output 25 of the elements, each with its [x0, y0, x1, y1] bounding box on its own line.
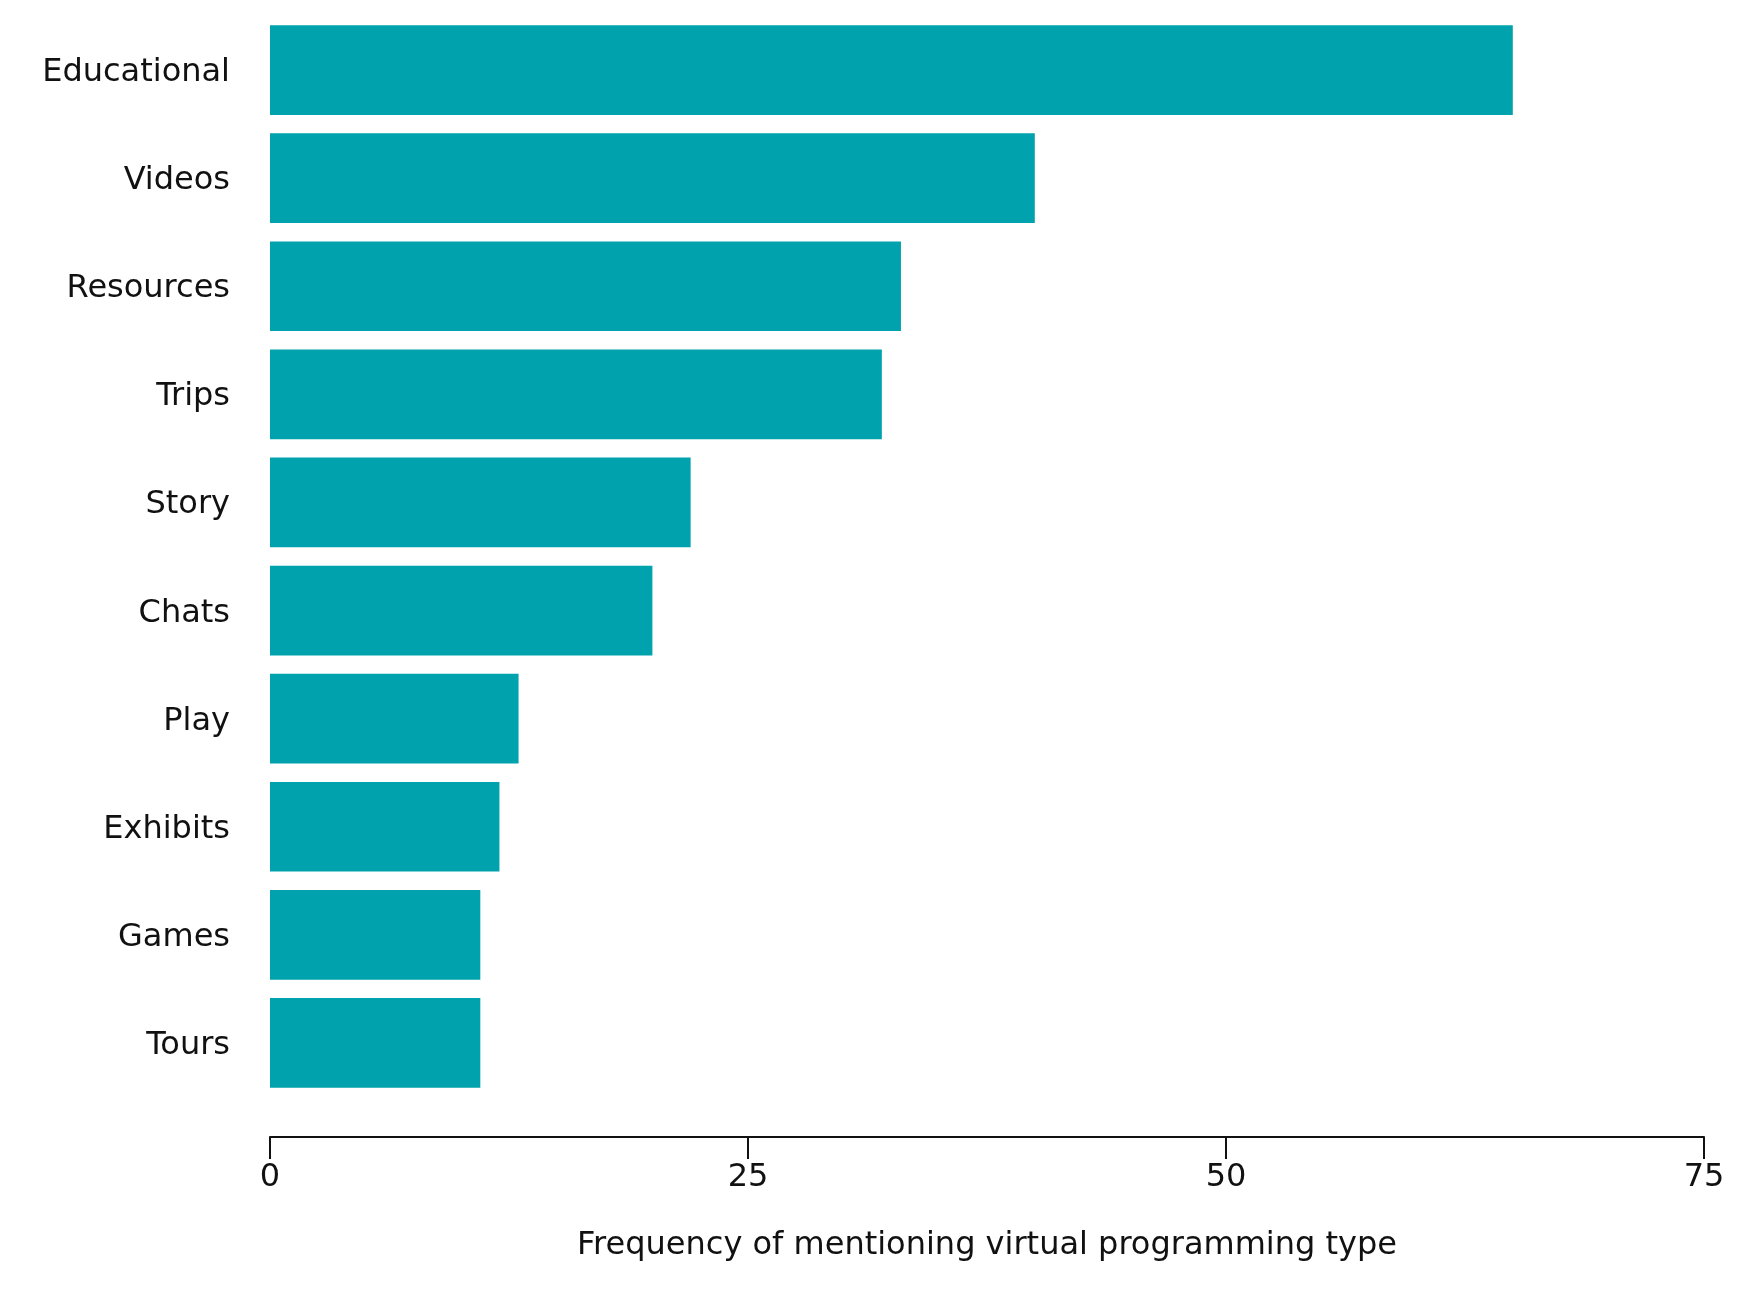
y-tick-label: Tours — [145, 1023, 230, 1062]
y-tick-label: Videos — [123, 159, 230, 198]
bar — [270, 781, 500, 872]
y-tick-label: Trips — [155, 375, 230, 414]
x-tick-label: 0 — [259, 1156, 281, 1194]
y-tick-label: Play — [163, 699, 230, 738]
bar — [270, 349, 882, 440]
x-tick-label: 25 — [727, 1156, 769, 1194]
bar — [270, 457, 691, 548]
y-tick-label: Exhibits — [103, 807, 230, 846]
x-tick-label: 50 — [1205, 1156, 1247, 1194]
y-tick-label: Chats — [138, 591, 230, 630]
bar — [270, 25, 1513, 115]
bar — [270, 998, 481, 1088]
bar — [270, 565, 653, 656]
bar — [270, 133, 1035, 224]
bar — [270, 889, 481, 980]
x-tick-label: 75 — [1683, 1156, 1725, 1194]
x-axis-title: Frequency of mentioning virtual programming type — [577, 1224, 1397, 1262]
y-tick-label: Games — [118, 915, 230, 954]
y-tick-label: Educational — [42, 51, 230, 90]
y-tick-label: Resources — [66, 267, 230, 306]
bar — [270, 241, 901, 332]
bar — [270, 673, 519, 764]
y-tick-label: Story — [145, 483, 230, 522]
